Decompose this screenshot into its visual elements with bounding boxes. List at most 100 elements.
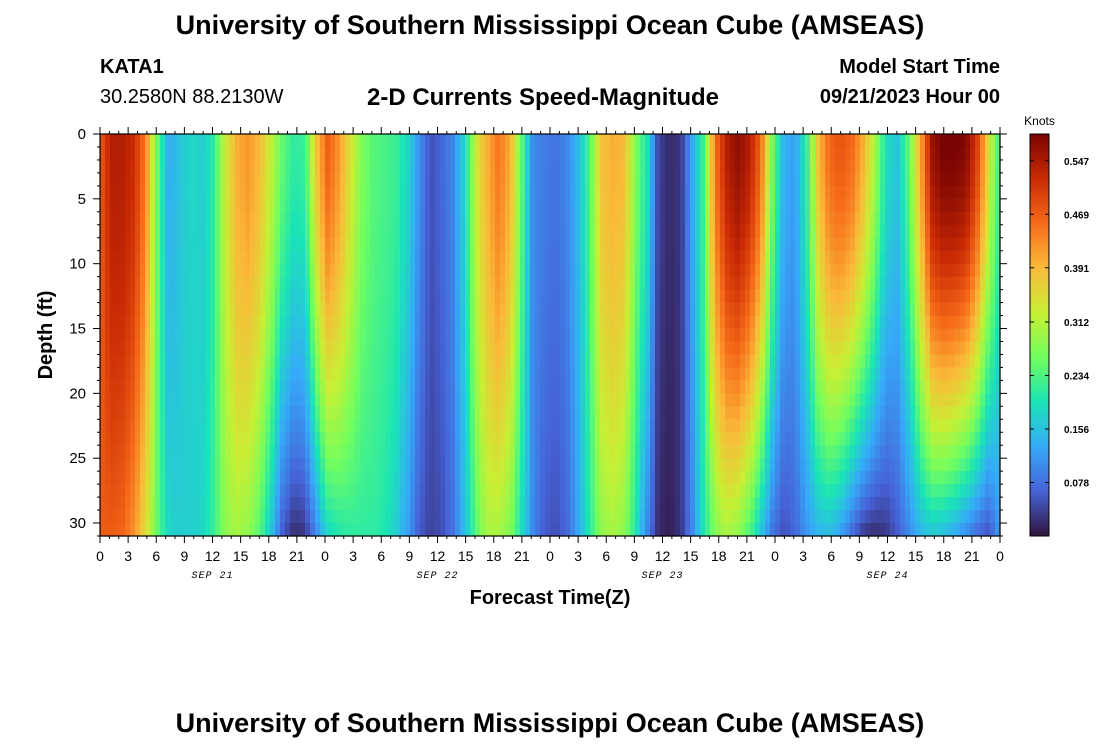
heatmap-cell bbox=[525, 523, 531, 537]
heatmap-cell bbox=[120, 484, 126, 498]
heatmap-cell bbox=[880, 393, 886, 407]
heatmap-cell bbox=[515, 276, 521, 291]
heatmap-cell bbox=[265, 315, 271, 330]
heatmap-cell bbox=[490, 172, 496, 187]
heatmap-cell bbox=[690, 315, 696, 330]
heatmap-cell bbox=[835, 367, 841, 381]
heatmap-cell bbox=[530, 276, 536, 291]
heatmap-cell bbox=[650, 406, 656, 420]
heatmap-cell bbox=[535, 302, 541, 317]
heatmap-cell bbox=[630, 224, 636, 239]
heatmap-cell bbox=[860, 510, 866, 524]
heatmap-cell bbox=[270, 471, 276, 485]
heatmap-cell bbox=[695, 432, 701, 446]
heatmap-cell bbox=[195, 341, 201, 356]
heatmap-cell bbox=[565, 237, 571, 252]
heatmap-cell bbox=[330, 354, 336, 369]
heatmap-cell bbox=[645, 263, 651, 278]
heatmap-cell bbox=[310, 484, 316, 498]
heatmap-cell bbox=[580, 471, 586, 485]
heatmap-cell bbox=[335, 159, 341, 174]
heatmap-cell bbox=[825, 328, 831, 343]
heatmap-cell bbox=[225, 497, 231, 511]
heatmap-cell bbox=[650, 224, 656, 239]
heatmap-cell bbox=[230, 159, 236, 174]
heatmap-cell bbox=[275, 146, 281, 161]
heatmap-cell bbox=[145, 406, 151, 420]
heatmap-cell bbox=[435, 134, 441, 148]
heatmap-cell bbox=[445, 302, 451, 317]
heatmap-cell bbox=[135, 458, 141, 472]
heatmap-cell bbox=[650, 341, 656, 356]
heatmap-cell bbox=[320, 445, 326, 459]
heatmap-cell bbox=[435, 380, 441, 394]
heatmap-cell bbox=[710, 328, 716, 343]
heatmap-cell bbox=[415, 302, 421, 317]
heatmap-cell bbox=[795, 289, 801, 304]
heatmap-cell bbox=[520, 211, 526, 226]
heatmap-cell bbox=[835, 250, 841, 265]
heatmap-cell bbox=[880, 289, 886, 304]
heatmap-cell bbox=[825, 497, 831, 511]
heatmap-cell bbox=[305, 419, 311, 433]
heatmap-cell bbox=[235, 198, 241, 213]
heatmap-cell bbox=[290, 289, 296, 304]
heatmap-cell bbox=[690, 419, 696, 433]
heatmap-cell bbox=[675, 315, 681, 330]
heatmap-cell bbox=[555, 341, 561, 356]
heatmap-cell bbox=[720, 445, 726, 459]
heatmap-cell bbox=[360, 510, 366, 524]
heatmap-cell bbox=[610, 406, 616, 420]
heatmap-cell bbox=[795, 250, 801, 265]
heatmap-cell bbox=[375, 185, 381, 200]
heatmap-cell bbox=[605, 198, 611, 213]
heatmap-cell bbox=[655, 380, 661, 394]
heatmap-cell bbox=[285, 250, 291, 265]
heatmap-cell bbox=[155, 185, 161, 200]
heatmap-cell bbox=[610, 315, 616, 330]
heatmap-cell bbox=[350, 172, 356, 187]
heatmap-cell bbox=[260, 224, 266, 239]
heatmap-cell bbox=[385, 302, 391, 317]
heatmap-cell bbox=[500, 393, 506, 407]
heatmap-cell bbox=[335, 198, 341, 213]
heatmap-cell bbox=[455, 523, 461, 537]
heatmap-cell bbox=[720, 276, 726, 291]
heatmap-cell bbox=[615, 315, 621, 330]
heatmap-cell bbox=[550, 523, 556, 537]
heatmap-cell bbox=[790, 445, 796, 459]
heatmap-cell bbox=[735, 445, 741, 459]
heatmap-cell bbox=[770, 198, 776, 213]
heatmap-cell bbox=[830, 237, 836, 252]
heatmap-cell bbox=[525, 315, 531, 330]
heatmap-cell bbox=[685, 328, 691, 343]
heatmap-cell bbox=[355, 146, 361, 161]
heatmap-cell bbox=[800, 393, 806, 407]
heatmap-cell bbox=[385, 211, 391, 226]
heatmap-cell bbox=[420, 289, 426, 304]
heatmap-cell bbox=[150, 185, 156, 200]
heatmap-cell bbox=[660, 146, 666, 161]
heatmap-cell bbox=[460, 471, 466, 485]
heatmap-cell bbox=[145, 198, 151, 213]
heatmap-cell bbox=[830, 406, 836, 420]
heatmap-cell bbox=[650, 302, 656, 317]
heatmap-cell bbox=[655, 134, 661, 148]
heatmap-cell bbox=[740, 458, 746, 472]
heatmap-cell bbox=[755, 471, 761, 485]
heatmap-cell bbox=[150, 419, 156, 433]
heatmap-cell bbox=[515, 445, 521, 459]
heatmap-cell bbox=[390, 276, 396, 291]
heatmap-cell bbox=[735, 380, 741, 394]
heatmap-cell bbox=[850, 393, 856, 407]
heatmap-cell bbox=[330, 471, 336, 485]
heatmap-cell bbox=[705, 224, 711, 239]
heatmap-cell bbox=[655, 484, 661, 498]
heatmap-cell bbox=[645, 250, 651, 265]
heatmap-cell bbox=[845, 263, 851, 278]
heatmap-cell bbox=[620, 367, 626, 381]
heatmap-cell bbox=[820, 185, 826, 200]
heatmap-cell bbox=[425, 237, 431, 252]
heatmap-cell bbox=[840, 198, 846, 213]
heatmap-cell bbox=[645, 134, 651, 148]
